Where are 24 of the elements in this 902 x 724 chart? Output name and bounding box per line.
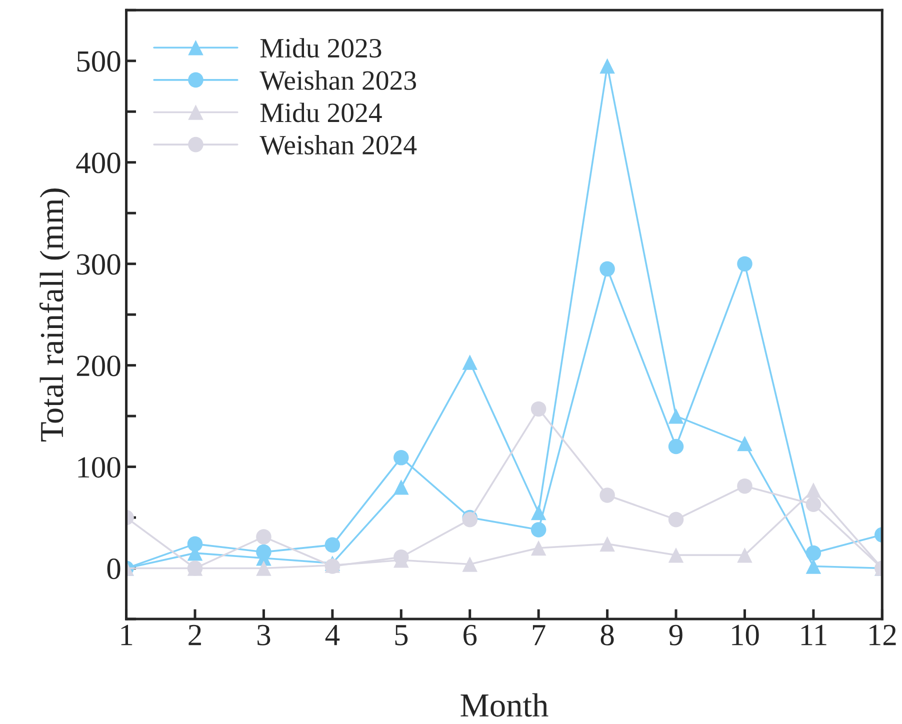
y-tick-label: 300 xyxy=(77,254,120,275)
legend-label: Midu 2024 xyxy=(260,102,382,122)
x-tick-label: 9 xyxy=(669,624,682,646)
legend-label: Weishan 2023 xyxy=(260,70,416,90)
x-tick-label: 12 xyxy=(870,624,896,646)
x-tick-label: 5 xyxy=(395,625,408,646)
y-tick-label: 200 xyxy=(76,356,120,376)
x-axis-title: Month xyxy=(460,693,548,717)
x-tick-label: 6 xyxy=(464,624,477,646)
y-axis-title: Total rainfall (mm) xyxy=(39,188,70,442)
legend-label: Midu 2023 xyxy=(260,38,382,58)
y-tick-label: 0 xyxy=(107,558,120,580)
y-tick-label: 500 xyxy=(77,51,120,72)
x-tick-label: 2 xyxy=(188,624,201,646)
legend-label: Weishan 2024 xyxy=(260,134,417,155)
x-tick-label: 7 xyxy=(532,625,546,646)
x-tick-label: 8 xyxy=(600,624,614,646)
x-tick-label: 4 xyxy=(325,624,340,646)
x-tick-label: 10 xyxy=(732,624,759,646)
y-tick-label: 100 xyxy=(78,457,120,478)
x-tick-label: 3 xyxy=(258,624,270,646)
x-tick-label: 1 xyxy=(121,624,132,646)
x-tick-label: 11 xyxy=(801,624,826,646)
y-tick-label: 400 xyxy=(76,152,120,174)
